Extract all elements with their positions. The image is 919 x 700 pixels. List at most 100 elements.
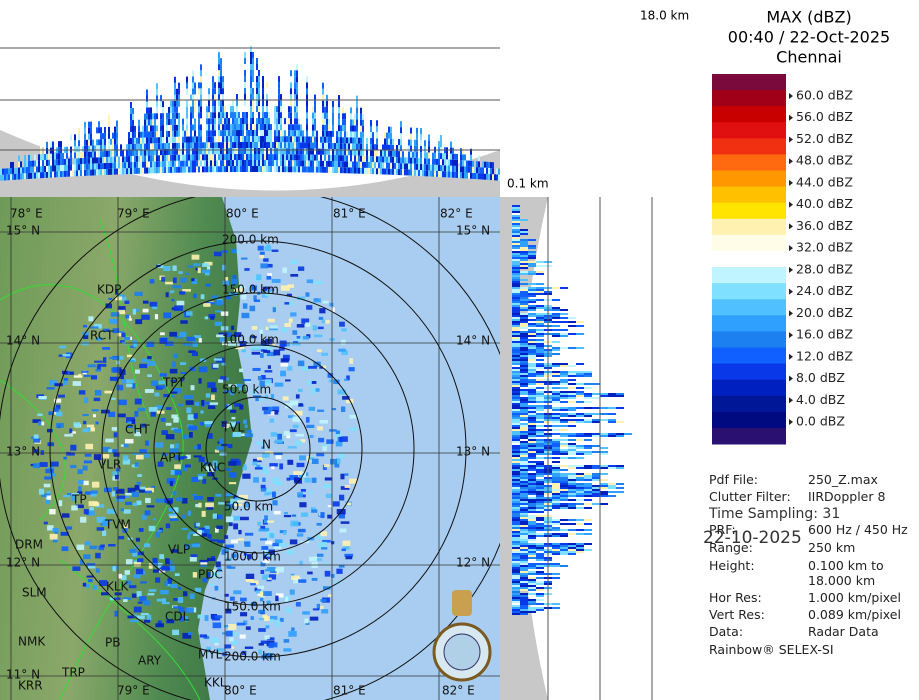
echo-cell xyxy=(512,519,520,521)
echo-cell xyxy=(168,513,178,517)
echo-cell xyxy=(166,142,168,149)
echo-cell xyxy=(184,154,186,161)
echo-cell xyxy=(568,489,576,491)
echo-cell xyxy=(228,118,230,125)
echo-cell xyxy=(456,159,458,166)
echo-cell xyxy=(233,503,243,507)
echo-cell xyxy=(592,467,600,469)
echo-cell xyxy=(232,124,234,131)
echo-cell xyxy=(576,395,584,397)
echo-cell xyxy=(254,130,256,137)
echo-cell xyxy=(170,583,178,588)
echo-cell xyxy=(560,421,568,423)
echo-cell xyxy=(476,167,478,174)
echo-cell xyxy=(209,402,219,405)
echo-cell xyxy=(624,433,632,435)
echo-cell xyxy=(169,560,173,567)
echo-cell xyxy=(600,393,608,395)
echo-cell xyxy=(356,149,358,156)
echo-cell xyxy=(528,519,536,521)
echo-cell xyxy=(536,349,544,351)
echo-cell xyxy=(436,170,438,177)
echo-cell xyxy=(20,173,22,180)
echo-cell xyxy=(106,168,108,175)
echo-cell xyxy=(528,535,536,537)
echo-cell xyxy=(184,160,186,167)
echo-cell xyxy=(169,565,175,572)
echo-cell xyxy=(528,523,536,525)
echo-cell xyxy=(440,141,442,148)
echo-cell xyxy=(175,443,179,449)
echo-cell xyxy=(520,345,528,347)
echo-cell xyxy=(234,148,236,155)
echo-cell xyxy=(552,415,560,417)
echo-cell xyxy=(224,276,229,282)
echo-cell xyxy=(340,131,342,138)
echo-cell xyxy=(332,166,334,173)
echo-cell xyxy=(232,118,234,125)
echo-cell xyxy=(536,373,544,375)
echo-cell xyxy=(536,283,544,285)
echo-cell xyxy=(49,533,58,540)
echo-cell xyxy=(38,154,40,161)
echo-cell xyxy=(108,297,113,300)
echo-cell xyxy=(376,156,378,163)
echo-cell xyxy=(198,366,208,373)
echo-cell xyxy=(384,144,386,151)
echo-cell xyxy=(608,465,616,467)
echo-cell xyxy=(170,118,172,125)
echo-cell xyxy=(552,397,560,399)
echo-cell xyxy=(242,154,244,161)
echo-cell xyxy=(512,465,520,467)
echo-cell xyxy=(552,401,560,403)
echo-cell xyxy=(296,82,298,89)
echo-cell xyxy=(104,144,106,151)
echo-cell xyxy=(188,160,190,167)
echo-cell xyxy=(360,167,362,174)
echo-cell xyxy=(165,434,175,440)
echo-cell xyxy=(292,142,294,149)
echo-cell xyxy=(258,124,260,131)
echo-cell xyxy=(560,449,568,451)
echo-cell xyxy=(155,442,163,448)
echo-cell xyxy=(520,511,528,513)
echo-cell xyxy=(520,329,528,331)
echo-cell xyxy=(536,401,544,403)
echo-cell xyxy=(400,163,402,170)
echo-cell xyxy=(155,577,161,583)
echo-cell xyxy=(158,155,160,162)
echo-cell xyxy=(536,399,544,401)
echo-cell xyxy=(568,551,576,553)
echo-cell xyxy=(536,453,544,455)
echo-cell xyxy=(304,166,306,173)
echo-cell xyxy=(96,365,101,370)
echo-cell xyxy=(560,549,568,551)
echo-cell xyxy=(76,152,78,159)
echo-cell xyxy=(608,491,616,493)
echo-cell xyxy=(74,146,76,153)
echo-cell xyxy=(87,364,97,368)
echo-cell xyxy=(138,155,140,162)
echo-cell xyxy=(142,143,144,150)
legend-swatch xyxy=(712,186,786,204)
echo-cell xyxy=(584,407,592,409)
echo-cell xyxy=(290,520,299,527)
echo-cell xyxy=(206,142,208,149)
echo-cell xyxy=(528,481,536,483)
echo-cell xyxy=(174,124,176,131)
echo-cell xyxy=(80,164,82,171)
echo-cell xyxy=(252,148,254,155)
echo-cell xyxy=(270,124,272,131)
echo-cell xyxy=(294,88,296,95)
echo-cell xyxy=(104,132,106,139)
echo-cell xyxy=(148,161,150,168)
echo-cell xyxy=(536,511,544,513)
echo-cell xyxy=(520,419,528,421)
echo-cell xyxy=(154,113,156,120)
echo-cell xyxy=(84,163,86,170)
echo-cell xyxy=(178,586,182,590)
echo-cell xyxy=(283,430,290,436)
echo-cell xyxy=(55,404,61,410)
echo-cell xyxy=(160,113,162,120)
